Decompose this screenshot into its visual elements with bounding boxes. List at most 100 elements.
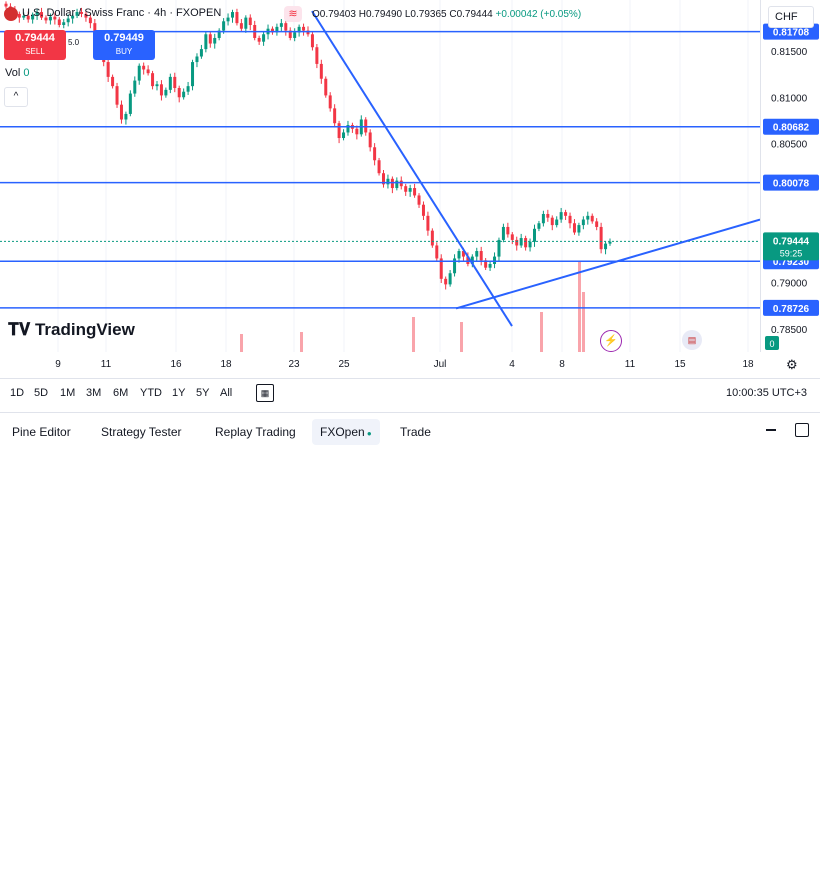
- candle-body: [608, 241, 612, 244]
- candle-body: [71, 15, 75, 19]
- candle-body: [151, 73, 155, 87]
- range-button-6m[interactable]: 6M: [113, 387, 129, 399]
- price-axis[interactable]: 0.815000.810000.805000.795000.790000.785…: [760, 0, 820, 352]
- range-button-3m[interactable]: 3M: [86, 387, 102, 399]
- connected-dot-icon: ●: [364, 429, 372, 438]
- clock-time[interactable]: 10:00:35 UTC+3: [726, 387, 808, 399]
- candle-body: [333, 108, 337, 124]
- candle-body: [417, 195, 421, 205]
- candle-body: [510, 234, 514, 240]
- uptrend-line: [455, 218, 760, 310]
- lightning-event-icon[interactable]: ⚡: [600, 330, 622, 352]
- candle-body: [488, 264, 492, 268]
- range-button-1d[interactable]: 1D: [10, 387, 25, 399]
- candle-body: [541, 213, 545, 224]
- x-tick-label: 11: [101, 359, 112, 370]
- candle-body: [204, 34, 208, 50]
- indicator-wave-icon[interactable]: ≋: [284, 6, 302, 22]
- x-tick-label: 16: [170, 359, 182, 370]
- range-button-5d[interactable]: 5D: [34, 387, 49, 399]
- range-button-1y[interactable]: 1Y: [172, 387, 186, 399]
- volume-bar: [240, 334, 243, 352]
- candle-body: [48, 16, 52, 21]
- range-button-all[interactable]: All: [220, 387, 233, 399]
- candle-body: [84, 13, 88, 18]
- candle-body: [80, 12, 83, 14]
- candle-body: [302, 26, 306, 31]
- candle-body: [182, 91, 186, 98]
- candle-body: [564, 212, 568, 216]
- chart-area[interactable]: [0, 0, 760, 352]
- level-price-badge: [763, 299, 819, 316]
- candle-body: [346, 125, 350, 133]
- volume-legend: Vol 0: [5, 67, 29, 79]
- countdown-label: 59:25: [780, 248, 803, 258]
- candle-body: [115, 86, 119, 105]
- candle-body: [315, 47, 319, 64]
- x-tick-label: 18: [742, 359, 754, 370]
- candle-body: [226, 17, 230, 22]
- candle-body: [208, 34, 212, 44]
- price-chart[interactable]: [0, 0, 760, 352]
- us-flag-event-icon[interactable]: ▤: [682, 330, 702, 350]
- maximize-icon[interactable]: [795, 423, 809, 437]
- candle-body: [186, 86, 190, 92]
- candle-body: [270, 28, 274, 33]
- x-tick-label: 18: [220, 359, 232, 370]
- symbol-title[interactable]: U.S. Dollar / Swiss Franc · 4h · FXOPEN: [22, 7, 222, 19]
- candle-body: [515, 239, 519, 246]
- candle-body: [17, 13, 21, 18]
- price-axis-svg: 0.815000.810000.805000.795000.790000.785…: [763, 23, 819, 350]
- tab-pine-editor[interactable]: Pine Editor: [12, 425, 71, 439]
- range-button-5y[interactable]: 5Y: [196, 387, 210, 399]
- candle-body: [195, 56, 199, 63]
- time-axis[interactable]: 9 11 16 18 23 25 Jul 4 8 11 15 18: [0, 354, 760, 374]
- tab-strategy-tester[interactable]: Strategy Tester: [101, 425, 182, 439]
- candle-body: [430, 230, 434, 246]
- x-tick-label: 4: [509, 359, 515, 370]
- range-button-1m[interactable]: 1M: [60, 387, 76, 399]
- candle-body: [22, 15, 26, 18]
- tab-trade[interactable]: Trade: [400, 425, 431, 439]
- candle-body: [386, 178, 390, 185]
- candle-body: [421, 204, 425, 216]
- buy-button[interactable]: 0.79449 BUY: [93, 30, 155, 60]
- volume-bar: [460, 322, 463, 352]
- volume-bar: [412, 317, 415, 352]
- candle-body: [404, 186, 408, 192]
- minimize-icon[interactable]: [766, 429, 776, 431]
- currency-selector[interactable]: CHF: [768, 6, 814, 28]
- current-price-label: 0.79444: [773, 236, 810, 247]
- candle-body: [466, 256, 470, 264]
- range-button-ytd[interactable]: YTD: [140, 387, 162, 399]
- current-price-badge: [763, 232, 819, 261]
- tab-replay-trading[interactable]: Replay Trading: [215, 425, 296, 439]
- x-tick-label: 25: [338, 359, 350, 370]
- price-tick-label: 0.79000: [771, 279, 808, 290]
- bottom-tabs: Pine Editor Strategy Tester Replay Trading…: [0, 412, 820, 448]
- candle-body: [444, 278, 448, 285]
- candle-body: [577, 225, 581, 233]
- candle-body: [581, 219, 585, 226]
- x-tick-label: Jul: [434, 359, 447, 370]
- tab-fxopen[interactable]: FXOpen ●: [312, 419, 380, 445]
- candle-body: [355, 128, 359, 135]
- collapse-chevron-icon[interactable]: ^: [4, 87, 28, 107]
- candle-body: [568, 215, 572, 224]
- candle-body: [501, 226, 505, 240]
- candle-body: [248, 17, 252, 26]
- candle-body: [475, 251, 479, 257]
- settings-gear-icon[interactable]: ⚙: [786, 357, 798, 372]
- calendar-icon[interactable]: ▦: [256, 384, 274, 402]
- candle-body: [137, 65, 141, 81]
- level-price-label: 0.80682: [773, 123, 810, 134]
- sell-button[interactable]: 0.79444 SELL: [4, 30, 66, 60]
- candle-body: [537, 223, 541, 229]
- candle-body: [119, 104, 123, 120]
- candle-body: [155, 84, 159, 87]
- range-bar: 1D 5D 1M 3M 6M YTD 1Y 5Y All ▦ 10:00:35 UTC+3: [0, 378, 820, 409]
- candle-body: [222, 21, 226, 31]
- candle-body: [75, 12, 79, 16]
- candle-body: [231, 12, 234, 18]
- level-price-label: 0.81708: [773, 28, 810, 39]
